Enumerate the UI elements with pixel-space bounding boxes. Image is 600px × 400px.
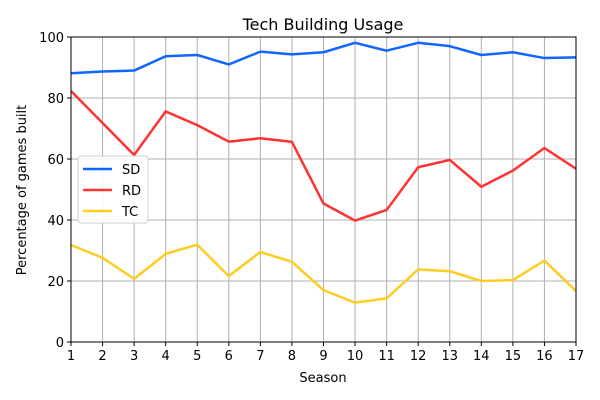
series-line-tc	[70, 243, 577, 304]
series-line-sd	[70, 41, 577, 75]
y-tick-label: 40	[47, 214, 64, 229]
y-tick-label: 80	[47, 92, 64, 107]
x-tick-label: 10	[347, 349, 364, 364]
x-tick-label: 12	[410, 349, 427, 364]
chart-title: Tech Building Usage	[242, 15, 404, 34]
x-tick-label: 5	[193, 349, 201, 364]
x-tick-label: 1	[67, 349, 75, 364]
x-tick-label: 16	[536, 349, 553, 364]
series-line-rd	[70, 90, 577, 222]
legend-label-sd: SD	[122, 163, 140, 178]
x-tick-label: 15	[505, 349, 522, 364]
x-tick-label: 4	[162, 349, 170, 364]
y-axis-label: Percentage of games built	[15, 105, 30, 276]
x-axis-label: Season	[299, 371, 346, 386]
legend-label-tc: TC	[121, 205, 138, 220]
y-tick-label: 100	[39, 31, 64, 46]
legend-box	[77, 155, 149, 224]
x-tick-label: 6	[225, 349, 233, 364]
x-tick-label: 11	[378, 349, 395, 364]
x-tick-label: 17	[568, 349, 585, 364]
x-tick-label: 7	[256, 349, 264, 364]
legend: SD RD TC	[77, 155, 149, 224]
x-tick-label: 13	[441, 349, 458, 364]
x-tick-label: 9	[319, 349, 327, 364]
x-tick-label: 14	[473, 349, 490, 364]
y-tick-label: 20	[47, 275, 64, 290]
x-tick-label: 3	[130, 349, 138, 364]
y-tick-label: 60	[47, 153, 64, 168]
x-tick-label: 2	[98, 349, 106, 364]
y-tick-label: 0	[56, 336, 64, 351]
legend-label-rd: RD	[122, 184, 141, 199]
x-tick-label: 8	[288, 349, 296, 364]
